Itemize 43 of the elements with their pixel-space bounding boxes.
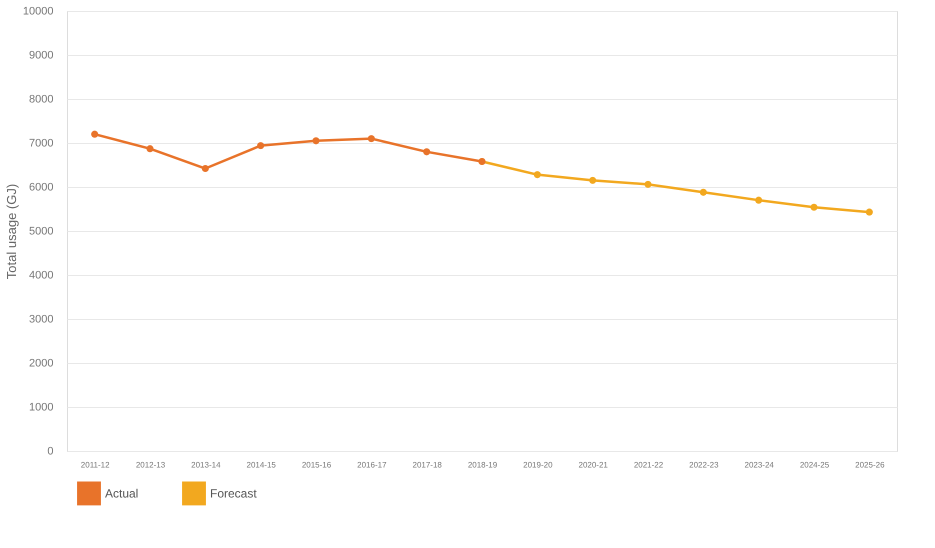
- point: [755, 196, 762, 204]
- point: [700, 188, 707, 196]
- y-tick-label: 1000: [29, 402, 54, 414]
- point: [202, 164, 209, 172]
- y-tick-label: 0: [47, 446, 54, 458]
- y-tick-label: 4000: [29, 270, 54, 282]
- point: [423, 148, 430, 156]
- x-tick-label: 2015-16: [302, 460, 332, 470]
- y-tick-label: 10000: [22, 6, 54, 18]
- x-tick-label: 2024-25: [800, 460, 830, 470]
- x-tick-label: 2014-15: [246, 460, 276, 470]
- point: [368, 135, 375, 142]
- point: [257, 142, 264, 150]
- y-tick-label: 7000: [29, 138, 54, 150]
- x-tick-label: 2023-24: [744, 460, 774, 470]
- x-tick-label: 2022-23: [689, 460, 720, 470]
- x-tick-label: 2018-19: [468, 460, 498, 470]
- point: [644, 180, 652, 188]
- point: [91, 130, 98, 138]
- point: [810, 204, 818, 211]
- legend-label: Forecast: [210, 486, 258, 500]
- x-tick-label: 2021-22: [634, 460, 664, 470]
- y-tick-label: 9000: [29, 50, 54, 62]
- point: [146, 145, 154, 152]
- point: [589, 176, 596, 184]
- point: [866, 208, 873, 216]
- y-tick-label: 5000: [29, 226, 54, 238]
- x-tick-label: 2025-26: [855, 460, 886, 470]
- x-tick-label: 2017-18: [412, 460, 442, 470]
- legend-label: Actual: [105, 486, 138, 500]
- x-tick-label: 2019-20: [523, 460, 554, 470]
- x-tick-label: 2013-14: [191, 460, 222, 470]
- point: [534, 171, 541, 178]
- y-tick-label: 3000: [29, 314, 54, 326]
- y-tick-label: 6000: [29, 182, 54, 194]
- x-tick-label: 2020-21: [578, 460, 608, 470]
- x-tick-label: 2016-17: [357, 460, 388, 470]
- x-tick-label: 2011-12: [80, 460, 110, 470]
- x-tick-label: 2012-13: [136, 460, 166, 470]
- y-tick-label: 2000: [29, 358, 54, 370]
- point: [312, 137, 320, 144]
- y-axis-title: Total usage (GJ): [4, 184, 19, 280]
- y-tick-label: 8000: [29, 94, 54, 106]
